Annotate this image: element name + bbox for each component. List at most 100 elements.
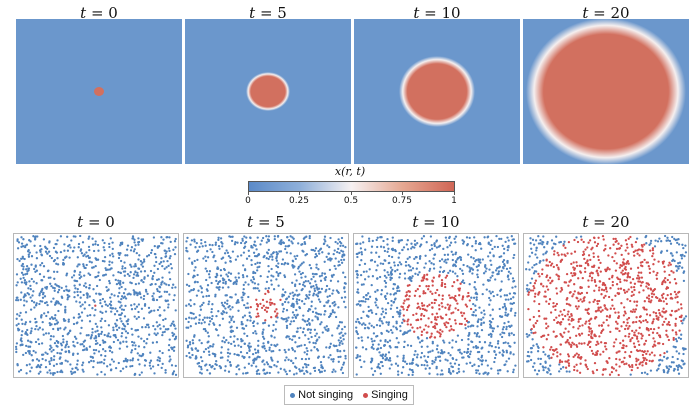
singing-agent-point (645, 261, 648, 264)
non-singing-agent-point (41, 328, 44, 331)
non-singing-agent-point (243, 268, 247, 272)
non-singing-agent-point (323, 235, 327, 238)
non-singing-agent-point (207, 346, 210, 349)
singing-agent-point (651, 322, 654, 325)
singing-agent-point (617, 287, 620, 290)
singing-agent-point (420, 314, 423, 317)
non-singing-agent-point (509, 309, 513, 312)
non-singing-agent-point (505, 327, 508, 331)
non-singing-agent-point (371, 275, 375, 278)
non-singing-agent-point (214, 275, 217, 279)
non-singing-agent-point (304, 280, 307, 283)
singing-agent-point (638, 291, 641, 294)
non-singing-agent-point (666, 366, 669, 370)
singing-agent-point (593, 289, 596, 292)
non-singing-agent-point (432, 257, 435, 260)
non-singing-agent-point (193, 281, 197, 284)
non-singing-agent-point (357, 302, 360, 306)
non-singing-agent-point (543, 246, 546, 249)
non-singing-agent-point (660, 240, 663, 243)
non-singing-agent-point (323, 326, 326, 329)
non-singing-agent-point (34, 340, 38, 344)
singing-agent-point (596, 242, 600, 246)
non-singing-agent-point (525, 268, 528, 271)
non-singing-agent-point (49, 344, 52, 347)
singing-agent-point (438, 331, 441, 334)
non-singing-agent-point (171, 371, 175, 375)
non-singing-agent-point (45, 301, 48, 304)
non-singing-agent-point (30, 299, 34, 303)
non-singing-agent-point (654, 239, 657, 242)
singing-agent-point (557, 254, 560, 257)
non-singing-agent-point (100, 330, 104, 334)
non-singing-agent-point (476, 269, 479, 272)
non-singing-agent-point (334, 240, 337, 244)
singing-agent-point (642, 306, 646, 309)
non-singing-agent-point (415, 256, 418, 259)
non-singing-agent-point (30, 366, 33, 369)
non-singing-agent-point (15, 317, 18, 320)
singing-agent-point (637, 277, 641, 280)
non-singing-agent-point (391, 331, 394, 334)
non-singing-agent-point (340, 258, 343, 262)
singing-agent-point (547, 325, 550, 328)
singing-agent-point (552, 301, 555, 305)
non-singing-agent-point (81, 363, 84, 367)
singing-agent-point (564, 341, 567, 344)
non-singing-agent-point (680, 257, 684, 260)
singing-agent-point (560, 360, 564, 363)
singing-agent-point (538, 315, 541, 318)
non-singing-agent-point (62, 262, 66, 266)
singing-agent-point (570, 271, 573, 275)
scatter-title-0: t = 0 (77, 213, 115, 231)
non-singing-agent-point (473, 332, 476, 335)
singing-agent-point (265, 306, 268, 309)
non-singing-agent-point (512, 280, 515, 283)
non-singing-agent-point (472, 263, 475, 266)
non-singing-agent-point (296, 302, 299, 305)
singing-agent-point (647, 327, 650, 331)
non-singing-agent-point (441, 373, 444, 376)
singing-agent-point (619, 264, 622, 267)
singing-agent-point (653, 340, 656, 343)
non-singing-agent-point (173, 324, 176, 328)
non-singing-agent-point (122, 340, 125, 343)
non-singing-agent-point (15, 298, 18, 302)
non-singing-agent-point (328, 305, 332, 308)
singing-agent-point (595, 343, 598, 347)
non-singing-agent-point (78, 301, 81, 304)
non-singing-agent-point (219, 366, 223, 369)
singing-agent-point (597, 266, 601, 269)
non-singing-agent-point (367, 305, 370, 309)
non-singing-agent-point (395, 337, 398, 340)
singing-agent-point (641, 364, 644, 367)
non-singing-agent-point (308, 290, 311, 293)
non-singing-agent-point (677, 372, 681, 375)
singing-agent-point (563, 308, 566, 312)
non-singing-agent-point (444, 358, 447, 361)
non-singing-agent-point (66, 293, 69, 297)
non-singing-agent-point (295, 308, 298, 312)
non-singing-agent-point (62, 258, 65, 262)
singing-agent-point (549, 281, 552, 285)
singing-agent-point (572, 318, 575, 321)
non-singing-agent-point (204, 244, 207, 247)
non-singing-agent-point (261, 331, 264, 334)
non-singing-agent-point (222, 281, 225, 285)
non-singing-agent-point (546, 370, 549, 374)
non-singing-agent-point (149, 351, 152, 354)
singing-agent-point (616, 276, 619, 279)
non-singing-agent-point (388, 339, 392, 342)
non-singing-agent-point (526, 354, 529, 358)
non-singing-agent-point (310, 286, 313, 289)
non-singing-agent-point (83, 274, 86, 277)
non-singing-agent-point (337, 306, 340, 309)
singing-agent-point (664, 317, 667, 320)
singing-agent-point (439, 328, 442, 332)
non-singing-agent-point (451, 365, 454, 369)
non-singing-agent-point (393, 248, 397, 252)
singing-agent-point (454, 319, 457, 322)
non-singing-agent-point (656, 240, 660, 243)
non-singing-agent-point (489, 341, 492, 345)
singing-agent-point (618, 278, 622, 281)
